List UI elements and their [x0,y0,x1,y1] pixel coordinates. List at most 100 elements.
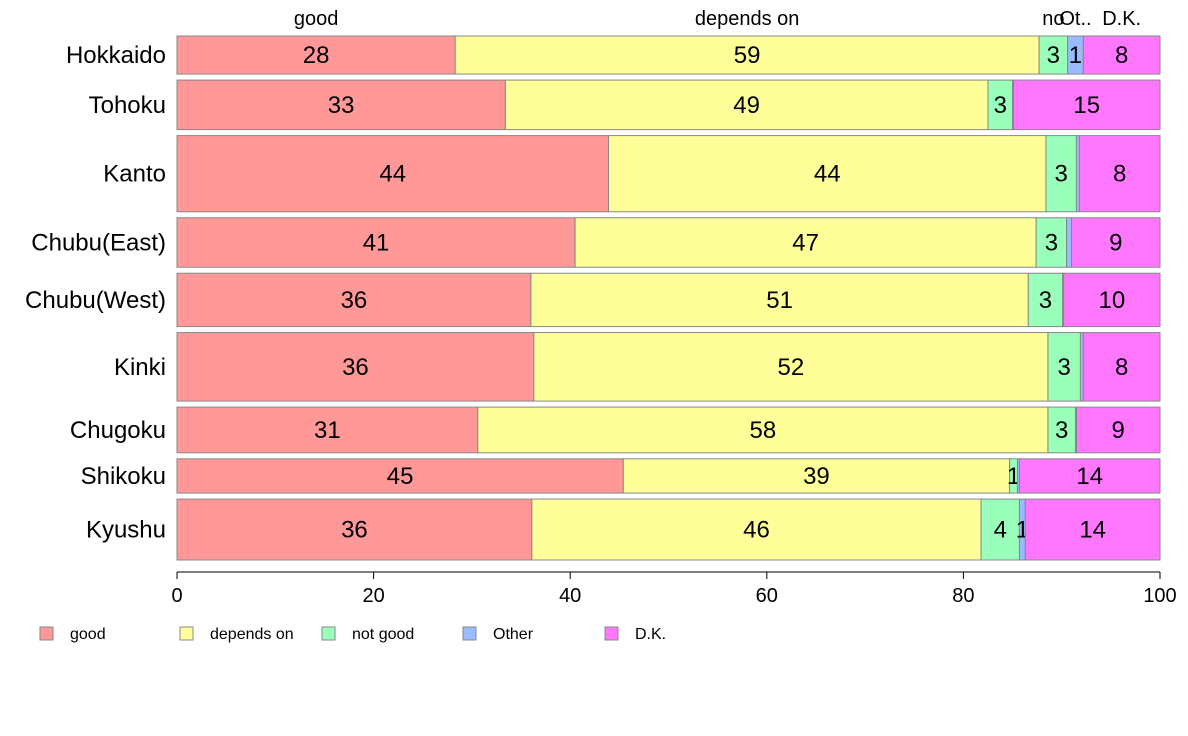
x-axis: 0 20 40 60 80 100 [171,571,1177,607]
bar-segment [987,79,1014,131]
bar-segment [1078,135,1161,213]
data-label: 3 [1055,417,1068,444]
legend-label: D.K. [635,626,666,643]
bar-segment [454,35,1040,75]
bar-segment [1024,498,1161,561]
bar-segment [176,272,532,328]
data-label: 3 [1057,354,1070,381]
bar-segment [1047,406,1076,454]
bar-row-6: Chugoku 31 58 3 9 [70,406,1161,454]
category-label: Kanto [103,161,166,188]
tick-label: 0 [171,585,182,607]
bar-segment [176,332,535,402]
legend-label: Other [493,626,534,643]
bar-segment [176,498,533,561]
data-label: 45 [387,463,414,490]
top-label: depends on [695,8,800,30]
data-label: 4 [994,517,1007,544]
legend-label: good [70,626,106,643]
legend-item: not good [321,626,414,643]
bar-segment [608,135,1047,213]
data-label: 10 [1098,287,1125,314]
legend-item: D.K. [604,626,666,643]
bar-segment [176,217,576,268]
bar-segment [531,498,982,561]
data-label: 15 [1073,92,1100,119]
bar-segment [1027,272,1064,328]
data-label: 44 [379,161,406,188]
data-label: 3 [1039,287,1052,314]
data-label: 46 [743,517,770,544]
category-label: Kinki [114,354,166,381]
data-label: 28 [303,42,330,69]
legend-label: not good [352,626,414,643]
legend-swatch [321,626,336,641]
data-label: 3 [1047,42,1060,69]
bar-segment [574,217,1037,268]
bar-segment [1045,135,1077,213]
bar-segment [1071,217,1161,268]
tick-label: 100 [1143,585,1176,607]
legend-swatch [39,626,54,641]
top-label: no [1042,8,1064,30]
data-label: 36 [342,354,369,381]
bar-segment [530,272,1029,328]
data-label: 1 [1069,42,1082,69]
data-label: 3 [1055,161,1068,188]
legend-label: depends on [210,626,294,643]
bar-row-8: Kyushu 36 46 4 1 14 [86,498,1161,561]
bar-row-3: Chubu(East) 41 47 3 9 [31,217,1161,268]
legend: good depends on not good Other D.K. [39,626,666,643]
category-label: Chubu(East) [31,229,166,256]
tick-label: 40 [559,585,581,607]
data-label: 3 [1045,229,1058,256]
bar-segment [1082,332,1161,402]
bar-row-4: Chubu(West) 36 51 3 10 [25,272,1161,328]
data-label: 36 [341,517,368,544]
category-label: Tohoku [89,92,166,119]
data-label: 14 [1076,463,1103,490]
data-label: 41 [363,229,390,256]
tick-label: 20 [362,585,384,607]
bar-row-7: Shikoku 45 39 1 14 [81,458,1161,494]
data-label: 8 [1115,354,1128,381]
data-label: 47 [792,229,819,256]
bar-row-2: Kanto 44 44 3 8 [103,135,1161,213]
bar-segment [1082,35,1161,75]
data-label: 39 [803,463,830,490]
data-label: 52 [778,354,805,381]
data-label: 58 [750,417,777,444]
bar-segment [176,135,610,213]
category-label: Chubu(West) [25,287,166,314]
data-label: 59 [734,42,761,69]
data-label: 9 [1109,229,1122,256]
data-label: 36 [341,287,368,314]
bar-segment [176,79,506,131]
bar-row-5: Kinki 36 52 3 8 [114,332,1161,402]
category-label: Chugoku [70,417,166,444]
tick-label: 60 [756,585,778,607]
legend-item: good [39,626,106,643]
bar-row-0: Hokkaido 28 59 3 1 8 [66,35,1161,75]
data-label: 14 [1079,517,1106,544]
bar-segment [1066,217,1073,268]
data-label: 31 [314,417,341,444]
bar-segment [504,79,989,131]
top-label: D.K. [1102,8,1141,30]
legend-item: depends on [179,626,294,643]
legend-swatch [462,626,477,641]
legend-swatch [604,626,619,641]
category-label: Shikoku [81,463,166,490]
bar-segment [533,332,1049,402]
data-label: 44 [814,161,841,188]
bar-segment [1075,406,1161,454]
top-label: Ot.. [1059,8,1091,30]
data-label: 49 [733,92,760,119]
data-label: 1 [1007,463,1020,490]
data-label: 3 [994,92,1007,119]
data-label: 51 [766,287,793,314]
category-label: Hokkaido [66,42,166,69]
